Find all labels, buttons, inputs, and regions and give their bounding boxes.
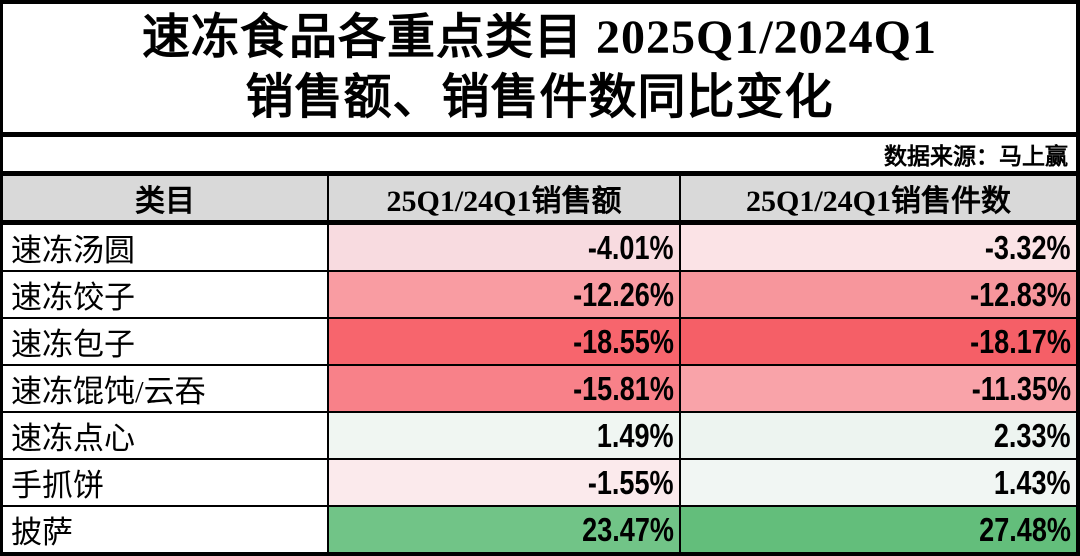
table-row: 速冻馄饨/云吞 -15.81% -11.35% (3, 366, 1076, 413)
sales-units-cell: -11.35% (681, 366, 1076, 411)
header-category: 类目 (3, 176, 329, 220)
percent-value: 1.49% (597, 416, 674, 454)
sales-value-cell: -4.01% (329, 225, 681, 270)
table-row: 速冻包子 -18.55% -18.17% (3, 319, 1076, 366)
header-sales-value: 25Q1/24Q1销售额 (329, 176, 681, 220)
table-row: 速冻汤圆 -4.01% -3.32% (3, 225, 1076, 272)
sales-value-cell: 23.47% (329, 507, 681, 552)
sales-value-cell: -12.26% (329, 272, 681, 317)
sales-value-cell: -18.55% (329, 319, 681, 364)
sales-value-cell: -15.81% (329, 366, 681, 411)
percent-value: 27.48% (979, 510, 1071, 548)
table-header-row: 类目 25Q1/24Q1销售额 25Q1/24Q1销售件数 (3, 176, 1076, 225)
percent-value: -12.83% (970, 275, 1071, 313)
percent-value: -4.01% (588, 228, 674, 266)
title-line-2: 销售额、销售件数同比变化 (245, 71, 834, 124)
page-title: 速冻食品各重点类目 2025Q1/2024Q1 销售额、销售件数同比变化 (3, 4, 1076, 137)
percent-value: -1.55% (588, 463, 674, 501)
title-line-1: 速冻食品各重点类目 2025Q1/2024Q1 (141, 11, 937, 64)
header-sales-units: 25Q1/24Q1销售件数 (745, 185, 1011, 218)
category-cell: 手抓饼 (3, 460, 329, 505)
sales-units-cell: -3.32% (681, 225, 1076, 270)
sales-units-cell: -12.83% (681, 272, 1076, 317)
table-row: 速冻饺子 -12.26% -12.83% (3, 272, 1076, 319)
category-cell: 速冻包子 (3, 319, 329, 364)
data-source-note: 数据来源：马上赢 (3, 137, 1076, 176)
table-body: 速冻汤圆 -4.01% -3.32% 速冻饺子 -12.26% -12.83% … (3, 225, 1076, 552)
category-cell: 速冻馄饨/云吞 (3, 366, 329, 411)
category-cell: 速冻汤圆 (3, 225, 329, 270)
category-cell: 披萨 (3, 507, 329, 552)
percent-value: -12.26% (573, 275, 674, 313)
sales-units-cell: 27.48% (681, 507, 1076, 552)
percent-value: -15.81% (573, 369, 674, 407)
sales-value-cell: -1.55% (329, 460, 681, 505)
percent-value: 1.43% (994, 463, 1071, 501)
percent-value: -3.32% (985, 228, 1071, 266)
sales-units-cell: 1.43% (681, 460, 1076, 505)
category-cell: 速冻点心 (3, 413, 329, 458)
percent-value: -11.35% (971, 369, 1071, 407)
percent-value: -18.55% (573, 322, 674, 360)
percent-value: -18.17% (970, 322, 1071, 360)
table-row: 披萨 23.47% 27.48% (3, 507, 1076, 552)
sales-value-cell: 1.49% (329, 413, 681, 458)
table-row: 手抓饼 -1.55% 1.43% (3, 460, 1076, 507)
percent-value: 23.47% (582, 510, 674, 548)
category-cell: 速冻饺子 (3, 272, 329, 317)
percent-value: 2.33% (994, 416, 1071, 454)
sales-units-cell: -18.17% (681, 319, 1076, 364)
sales-units-cell: 2.33% (681, 413, 1076, 458)
table-row: 速冻点心 1.49% 2.33% (3, 413, 1076, 460)
